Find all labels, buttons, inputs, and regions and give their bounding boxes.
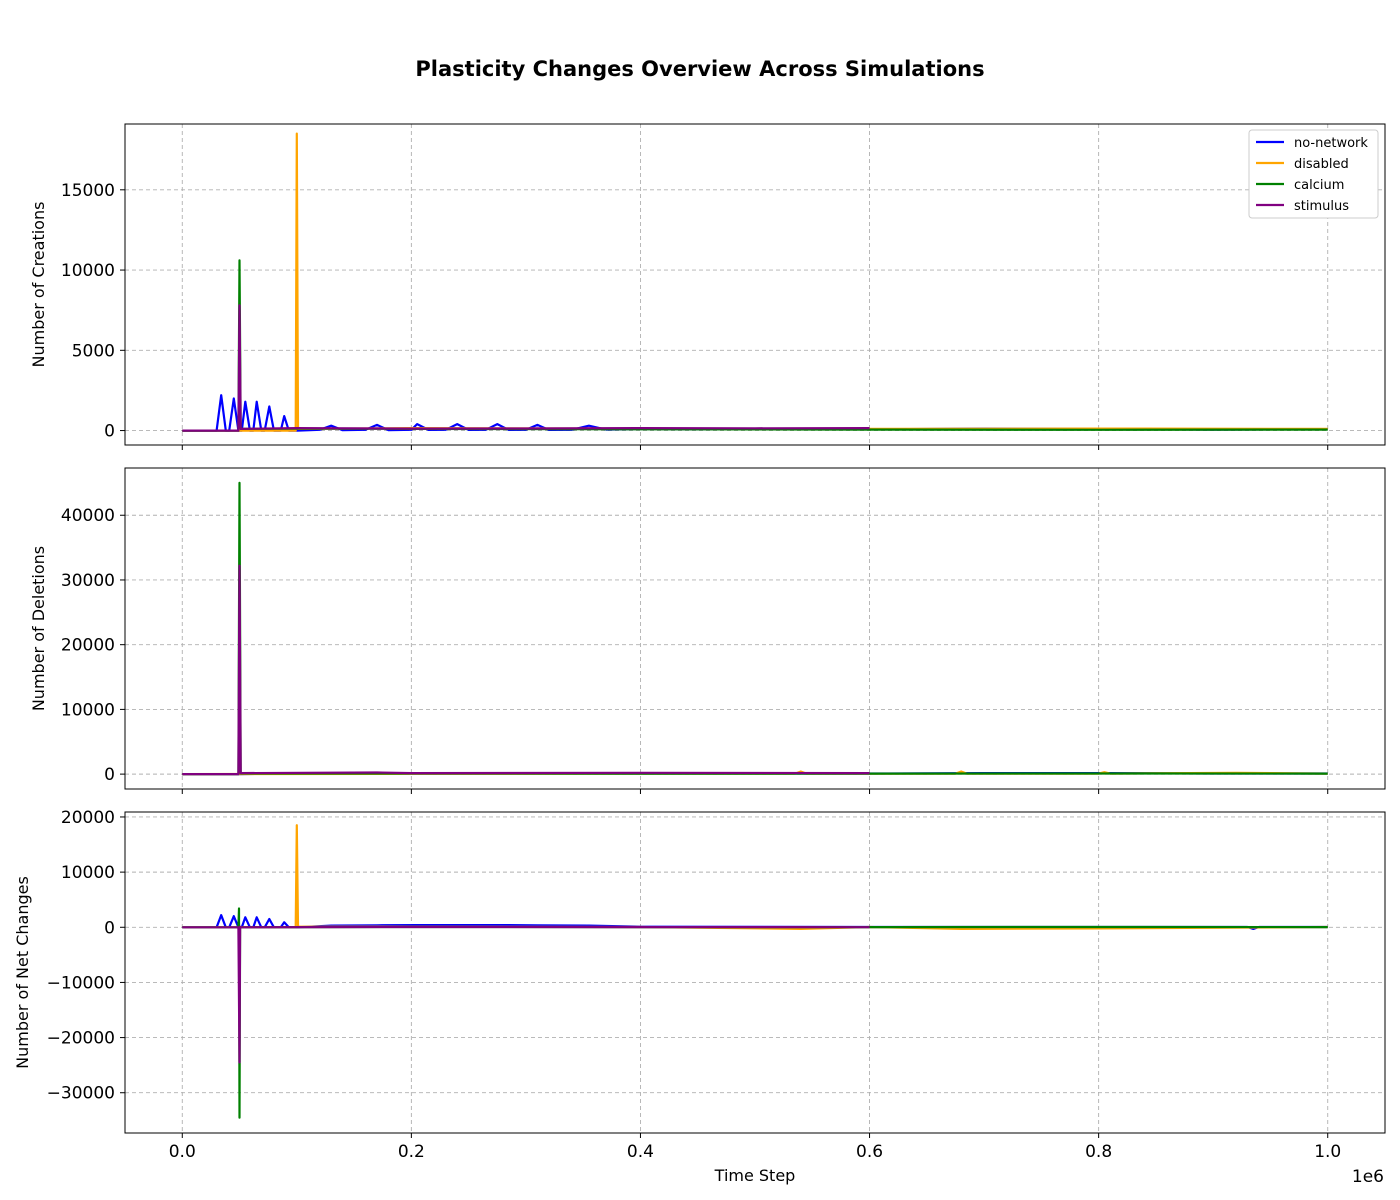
y-tick-label: 0 (104, 918, 115, 938)
panel-1: 0 5000 10000 15000 Number of Creations (29, 123, 1386, 450)
y-tick-label: 15000 (61, 181, 115, 201)
series-line-stimulus (182, 564, 870, 776)
legend-label: no-network (1294, 136, 1368, 151)
x-axis-label: Time Step (714, 1166, 796, 1185)
chart-title: Plasticity Changes Overview Across Simul… (415, 57, 984, 81)
panel-frame (124, 467, 1386, 790)
series-line-stimulus (182, 304, 870, 432)
x-tick-label: 0.4 (627, 1142, 654, 1162)
x-tick-label: 0.2 (398, 1142, 425, 1162)
x-tick-label: 0.6 (856, 1142, 883, 1162)
y-tick-label: −10000 (47, 973, 115, 993)
y-tick-label: 10000 (61, 863, 115, 883)
panel-frame (124, 123, 1386, 446)
legend: no-network disabled calcium stimulus (1248, 129, 1379, 219)
y-tick-label: −20000 (47, 1029, 115, 1049)
legend-label: disabled (1294, 157, 1349, 172)
panel-frame (124, 811, 1386, 1134)
y-axis-label: Number of Deletions (29, 546, 48, 711)
panel-2: 0 10000 20000 30000 40000 Number of Deletions (29, 467, 1386, 794)
panels-group: 0 5000 10000 15000 Number of Creations 0 10000… (13, 123, 1386, 1138)
y-tick-label: 10000 (61, 261, 115, 281)
series-group (182, 824, 1328, 1119)
panel-3: −30000 −20000 −10000 0 10000 20000 Number of N… (13, 808, 1386, 1138)
x-axis: 0.0 0.2 0.4 0.6 0.8 1.0 (169, 1142, 1342, 1162)
series-line-stimulus (182, 925, 870, 1064)
y-axis-label: Number of Net Changes (13, 876, 32, 1069)
y-tick-label: 0 (104, 765, 115, 785)
y-tick-label: −30000 (47, 1084, 115, 1104)
series-group (182, 132, 1328, 432)
x-tick-label: 0.8 (1085, 1142, 1112, 1162)
x-tick-label: 0.0 (169, 1142, 196, 1162)
legend-label: stimulus (1294, 199, 1349, 214)
y-tick-label: 30000 (61, 571, 115, 591)
y-tick-label: 20000 (61, 808, 115, 828)
y-tick-label: 10000 (61, 700, 115, 720)
y-tick-label: 5000 (72, 341, 115, 361)
y-tick-label: 0 (104, 422, 115, 442)
y-axis-label: Number of Creations (29, 202, 48, 368)
legend-label: calcium (1294, 178, 1344, 193)
y-tick-label: 20000 (61, 636, 115, 656)
series-group (182, 481, 1328, 776)
x-tick-label: 1.0 (1314, 1142, 1341, 1162)
y-tick-label: 40000 (61, 506, 115, 526)
legend-box (1248, 129, 1379, 219)
x-axis-offset-label: 1e6 (1352, 1167, 1384, 1187)
